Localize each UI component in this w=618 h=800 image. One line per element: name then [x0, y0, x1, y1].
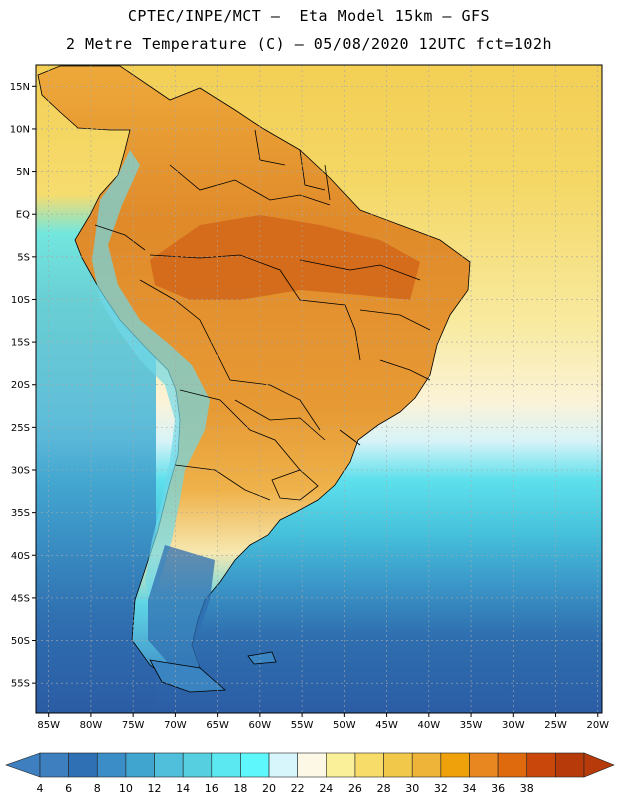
colorbar-arrow-right	[583, 752, 615, 778]
map-frame	[35, 64, 603, 714]
colorbar-swatch	[469, 752, 499, 778]
lat-label: 45S	[11, 593, 30, 604]
falkland-islands	[247, 651, 277, 665]
lat-lon-grid	[36, 65, 602, 713]
lon-label: 85W	[37, 720, 60, 731]
colorbar-swatch	[440, 752, 470, 778]
lat-label: 55S	[11, 679, 30, 690]
lon-label: 35W	[460, 720, 483, 731]
colorbar-swatch	[268, 752, 298, 778]
colorbar-label: 26	[348, 782, 362, 795]
lon-label: 20W	[586, 720, 609, 731]
colorbar-label: 32	[434, 782, 448, 795]
colorbar-swatch	[96, 752, 127, 778]
colorbar-swatch	[354, 752, 384, 778]
ocean-field	[36, 65, 602, 713]
andes-cool-strip	[92, 150, 210, 600]
lat-label: 5S	[17, 252, 30, 263]
colorbar-swatch	[154, 752, 184, 778]
colorbar-label: 4	[37, 782, 44, 795]
map-title-line1: CPTEC/INPE/MCT – Eta Model 15km – GFS	[127, 7, 491, 25]
lon-label: 30W	[502, 720, 525, 731]
colorbar-label: 24	[319, 782, 333, 795]
colorbar-label: 8	[94, 782, 101, 795]
lon-label: 25W	[544, 720, 567, 731]
lon-label: 60W	[249, 720, 272, 731]
map-title-line2: 2 Metre Temperature (C) – 05/08/2020 12U…	[65, 35, 553, 53]
lon-label: 55W	[291, 720, 314, 731]
lat-label: 5N	[16, 167, 30, 178]
latitude-axis: 15N 10N 5N EQ 5S 10S 15S 20S 25S 30S 35S 40S 45S 50S 5…	[10, 82, 36, 690]
colorbar-swatch	[211, 752, 241, 778]
lat-label: EQ	[16, 210, 30, 221]
lon-label: 75W	[122, 720, 145, 731]
colorbar-label: 34	[462, 782, 476, 795]
temperature-colorbar: 4 6 8 10 12 14 16 18 20 22 24 26 28 30 32 34 36 38	[5, 752, 615, 795]
colorbar-swatch	[182, 752, 213, 778]
colorbar-label: 12	[148, 782, 162, 795]
country-borders	[94, 129, 431, 501]
colorbar-swatch	[555, 752, 585, 778]
lon-label: 45W	[375, 720, 398, 731]
colorbar-swatch	[526, 752, 556, 778]
colorbar-swatch	[297, 752, 327, 778]
lon-label: 80W	[80, 720, 103, 731]
lat-label: 10S	[11, 295, 30, 306]
colorbar-label: 10	[119, 782, 133, 795]
colorbar-label: 22	[291, 782, 305, 795]
lat-label: 50S	[11, 636, 30, 647]
lat-label: 25S	[11, 423, 30, 434]
colorbar-swatch	[326, 752, 356, 778]
colorbar-swatch	[383, 752, 413, 778]
lat-label: 20S	[11, 380, 30, 391]
colorbar-swatch	[411, 752, 442, 778]
colorbar-label: 38	[520, 782, 534, 795]
lon-label: 50W	[333, 720, 356, 731]
colorbar-label: 20	[262, 782, 276, 795]
colorbar-arrow-left	[5, 752, 41, 778]
lat-label: 15N	[10, 82, 30, 93]
lat-label: 30S	[11, 466, 30, 477]
colorbar-swatch	[497, 752, 528, 778]
lat-label: 40S	[11, 551, 30, 562]
lat-label: 35S	[11, 508, 30, 519]
colorbar-swatch	[39, 752, 69, 778]
lat-label: 15S	[11, 338, 30, 349]
colorbar-label: 6	[65, 782, 72, 795]
lon-label: 70W	[164, 720, 187, 731]
longitude-axis: 85W 80W 75W 70W 65W 60W 55W 50W 45W 40W 35W 30W 25W 2…	[37, 713, 609, 731]
colorbar-swatch	[68, 752, 98, 778]
lat-label: 10N	[10, 124, 30, 135]
colorbar-label: 36	[491, 782, 505, 795]
lon-label: 65W	[206, 720, 229, 731]
colorbar-label: 30	[405, 782, 419, 795]
tierra-del-fuego	[149, 659, 226, 693]
colorbar-label: 16	[205, 782, 219, 795]
patagonia-cold	[148, 545, 215, 670]
lon-label: 40W	[418, 720, 441, 731]
uruguay-outline	[271, 469, 319, 501]
colorbar-label: 14	[176, 782, 190, 795]
colorbar-swatch	[240, 752, 270, 778]
colorbar-label: 28	[377, 782, 391, 795]
colorbar-swatch	[125, 752, 155, 778]
colorbar-label: 18	[233, 782, 247, 795]
